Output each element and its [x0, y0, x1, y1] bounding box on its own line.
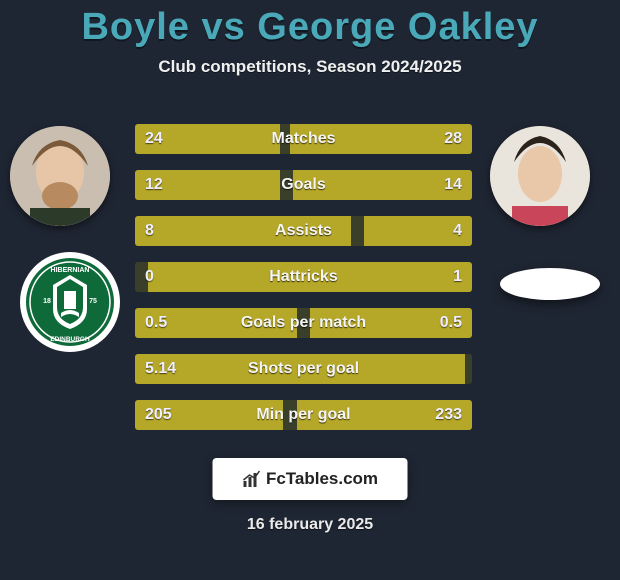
- stat-value-left: 5.14: [135, 354, 186, 384]
- stat-value-right: 1: [443, 262, 472, 292]
- stat-row: 01Hattricks: [135, 262, 472, 292]
- svg-text:75: 75: [89, 298, 97, 305]
- footer-brand-text: FcTables.com: [266, 469, 378, 489]
- stat-value-left: 24: [135, 124, 173, 154]
- stat-value-left: 12: [135, 170, 173, 200]
- footer-brand-box[interactable]: FcTables.com: [213, 458, 408, 500]
- bar-fill-right: [148, 262, 472, 292]
- stat-row: 205233Min per goal: [135, 400, 472, 430]
- player-left-club-crest: HIBERNIAN 18 75 EDINBURGH: [20, 252, 120, 352]
- stat-value-right: 0.5: [430, 308, 472, 338]
- player-left-avatar: [10, 126, 110, 226]
- stat-value-left: 205: [135, 400, 182, 430]
- player-right-avatar: [490, 126, 590, 226]
- stat-value-left: 0.5: [135, 308, 177, 338]
- stat-row: 5.14Shots per goal: [135, 354, 472, 384]
- stat-value-left: 8: [135, 216, 164, 246]
- player-right-club-crest: [500, 268, 600, 300]
- club-crest-icon: HIBERNIAN 18 75 EDINBURGH: [25, 257, 115, 347]
- svg-text:EDINBURGH: EDINBURGH: [50, 336, 90, 343]
- bar-fill-left: [135, 216, 351, 246]
- avatar-placeholder-icon: [490, 126, 590, 226]
- page-subtitle: Club competitions, Season 2024/2025: [0, 57, 620, 77]
- avatar-placeholder-icon: [10, 126, 110, 226]
- stat-value-right: 28: [434, 124, 472, 154]
- comparison-bars: 2428Matches1214Goals84Assists01Hattricks…: [135, 124, 472, 446]
- stat-value-left: 0: [135, 262, 164, 292]
- page-title: Boyle vs George Oakley: [0, 0, 620, 49]
- stat-value-right: 4: [443, 216, 472, 246]
- stat-value-right: 233: [425, 400, 472, 430]
- svg-text:HIBERNIAN: HIBERNIAN: [51, 267, 90, 274]
- svg-text:18: 18: [43, 298, 51, 305]
- stat-row: 1214Goals: [135, 170, 472, 200]
- stat-row: 0.50.5Goals per match: [135, 308, 472, 338]
- stat-value-right: [452, 354, 472, 384]
- chart-icon: [242, 469, 262, 489]
- stat-row: 2428Matches: [135, 124, 472, 154]
- stat-row: 84Assists: [135, 216, 472, 246]
- stat-value-right: 14: [434, 170, 472, 200]
- footer-date: 16 february 2025: [0, 516, 620, 534]
